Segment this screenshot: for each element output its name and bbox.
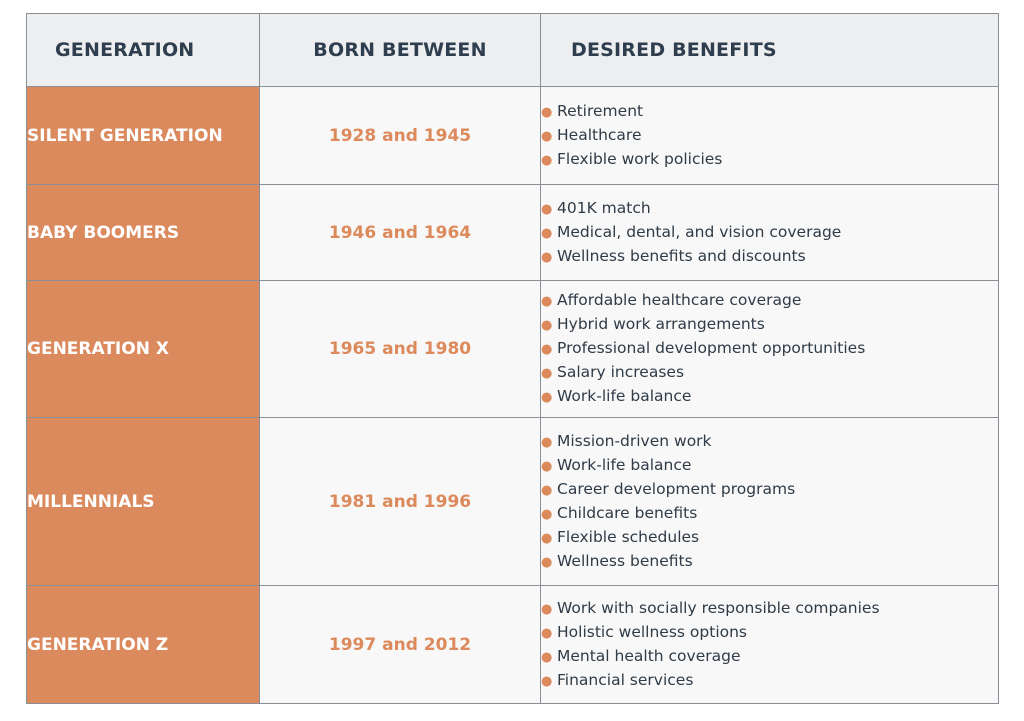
list-item: ● Hybrid work arrangements	[541, 313, 998, 337]
born-between-cell: 1981 and 1996	[259, 417, 541, 586]
list-item: ● Retirement	[541, 100, 998, 124]
benefit-text: Flexible schedules	[557, 527, 700, 546]
list-item: ● 401K match	[541, 197, 998, 221]
table-row: MILLENNIALS 1981 and 1996 ● Mission-drive…	[26, 417, 999, 586]
header-row: GENERATION BORN BETWEEN DESIRED BENEFITS	[26, 13, 999, 87]
bullet-icon: ●	[541, 249, 553, 265]
benefits-cell: ● Mission-driven work ● Work-life balance …	[540, 417, 999, 586]
bullet-icon: ●	[541, 673, 553, 689]
benefits-list: ● 401K match ● Medical, dental, and vision…	[541, 197, 998, 269]
bullet-icon: ●	[541, 104, 553, 120]
benefit-text: Hybrid work arrangements	[557, 315, 765, 333]
benefits-cell: ● Work with socially responsible companie…	[540, 585, 999, 704]
column-header-generation: GENERATION	[26, 13, 260, 87]
born-between-cell: 1965 and 1980	[259, 280, 541, 418]
benefit-text: Work with socially responsible companies	[557, 598, 880, 617]
benefits-cell: ● 401K match ● Medical, dental, and vision…	[540, 184, 999, 281]
benefits-list: ● Retirement ● Healthcare ● Flexible work p…	[541, 100, 998, 172]
benefit-text: Work-life balance	[557, 387, 692, 405]
bullet-icon: ●	[541, 366, 553, 381]
bullet-icon: ●	[541, 318, 553, 333]
benefits-list: ● Mission-driven work ● Work-life balance …	[541, 430, 998, 574]
table-row: SILENT GENERATION 1928 and 1945 ● Retirem…	[26, 86, 999, 185]
list-item: ● Salary increases	[541, 361, 998, 385]
list-item: ● Professional development opportunities	[541, 337, 998, 361]
benefit-text: Financial services	[557, 670, 694, 689]
generations-benefits-table: GENERATION BORN BETWEEN DESIRED BENEFITS…	[26, 13, 999, 704]
born-between-cell: 1946 and 1964	[259, 184, 541, 281]
benefit-text: Holistic wellness options	[557, 622, 748, 641]
benefits-cell: ● Affordable healthcare coverage ● Hybrid …	[540, 280, 999, 418]
benefit-text: Career development programs	[557, 479, 796, 498]
list-item: ● Flexible work policies	[541, 148, 998, 172]
bullet-icon: ●	[541, 390, 553, 405]
column-header-born-between: BORN BETWEEN	[259, 13, 541, 87]
list-item: ● Financial services	[541, 669, 998, 693]
table-row: GENERATION X 1965 and 1980 ● Affordable h…	[26, 280, 999, 418]
bullet-icon: ●	[541, 625, 553, 641]
bullet-icon: ●	[541, 294, 553, 309]
benefit-text: Work-life balance	[557, 455, 692, 474]
bullet-icon: ●	[541, 128, 553, 144]
benefit-text: Childcare benefits	[557, 503, 698, 522]
bullet-icon: ●	[541, 434, 553, 450]
list-item: ● Wellness benefits	[541, 550, 998, 574]
bullet-icon: ●	[541, 554, 553, 570]
bullet-icon: ●	[541, 482, 553, 498]
benefit-text: Wellness benefits	[557, 551, 693, 570]
list-item: ● Affordable healthcare coverage	[541, 289, 998, 313]
benefit-text: Wellness benefits and discounts	[557, 246, 806, 265]
list-item: ● Healthcare	[541, 124, 998, 148]
generation-cell: MILLENNIALS	[26, 417, 260, 586]
list-item: ● Flexible schedules	[541, 526, 998, 550]
bullet-icon: ●	[541, 506, 553, 522]
generation-cell: SILENT GENERATION	[26, 86, 260, 185]
table-row: BABY BOOMERS 1946 and 1964 ● 401K match ●…	[26, 184, 999, 281]
bullet-icon: ●	[541, 649, 553, 665]
benefit-text: Affordable healthcare coverage	[557, 291, 802, 309]
generation-cell: BABY BOOMERS	[26, 184, 260, 281]
column-header-desired-benefits: DESIRED BENEFITS	[540, 13, 999, 87]
list-item: ● Career development programs	[541, 478, 998, 502]
born-between-cell: 1997 and 2012	[259, 585, 541, 704]
table-row: GENERATION Z 1997 and 2012 ● Work with so…	[26, 585, 999, 704]
benefit-text: Retirement	[557, 101, 644, 120]
list-item: ● Work with socially responsible companie…	[541, 597, 998, 621]
list-item: ● Work-life balance	[541, 385, 998, 409]
bullet-icon: ●	[541, 342, 553, 357]
benefit-text: Professional development opportunities	[557, 339, 866, 357]
generations-table-container: GENERATION BORN BETWEEN DESIRED BENEFITS…	[26, 13, 999, 704]
list-item: ● Work-life balance	[541, 454, 998, 478]
table-header: GENERATION BORN BETWEEN DESIRED BENEFITS	[26, 13, 999, 87]
list-item: ● Mission-driven work	[541, 430, 998, 454]
bullet-icon: ●	[541, 458, 553, 474]
benefits-list: ● Affordable healthcare coverage ● Hybrid …	[541, 289, 998, 409]
generation-cell: GENERATION X	[26, 280, 260, 418]
list-item: ● Wellness benefits and discounts	[541, 245, 998, 269]
list-item: ● Medical, dental, and vision coverage	[541, 221, 998, 245]
benefit-text: Salary increases	[557, 363, 685, 381]
bullet-icon: ●	[541, 601, 553, 617]
benefit-text: Medical, dental, and vision coverage	[557, 222, 842, 241]
benefit-text: Mission-driven work	[557, 431, 712, 450]
generation-cell: GENERATION Z	[26, 585, 260, 704]
benefit-text: Flexible work policies	[557, 149, 723, 168]
list-item: ● Holistic wellness options	[541, 621, 998, 645]
benefits-cell: ● Retirement ● Healthcare ● Flexible work p…	[540, 86, 999, 185]
benefit-text: 401K match	[557, 198, 651, 217]
born-between-cell: 1928 and 1945	[259, 86, 541, 185]
list-item: ● Childcare benefits	[541, 502, 998, 526]
benefit-text: Mental health coverage	[557, 646, 741, 665]
list-item: ● Mental health coverage	[541, 645, 998, 669]
bullet-icon: ●	[541, 530, 553, 546]
benefit-text: Healthcare	[557, 125, 642, 144]
bullet-icon: ●	[541, 152, 553, 168]
bullet-icon: ●	[541, 201, 553, 217]
bullet-icon: ●	[541, 225, 553, 241]
benefits-list: ● Work with socially responsible companie…	[541, 597, 998, 693]
